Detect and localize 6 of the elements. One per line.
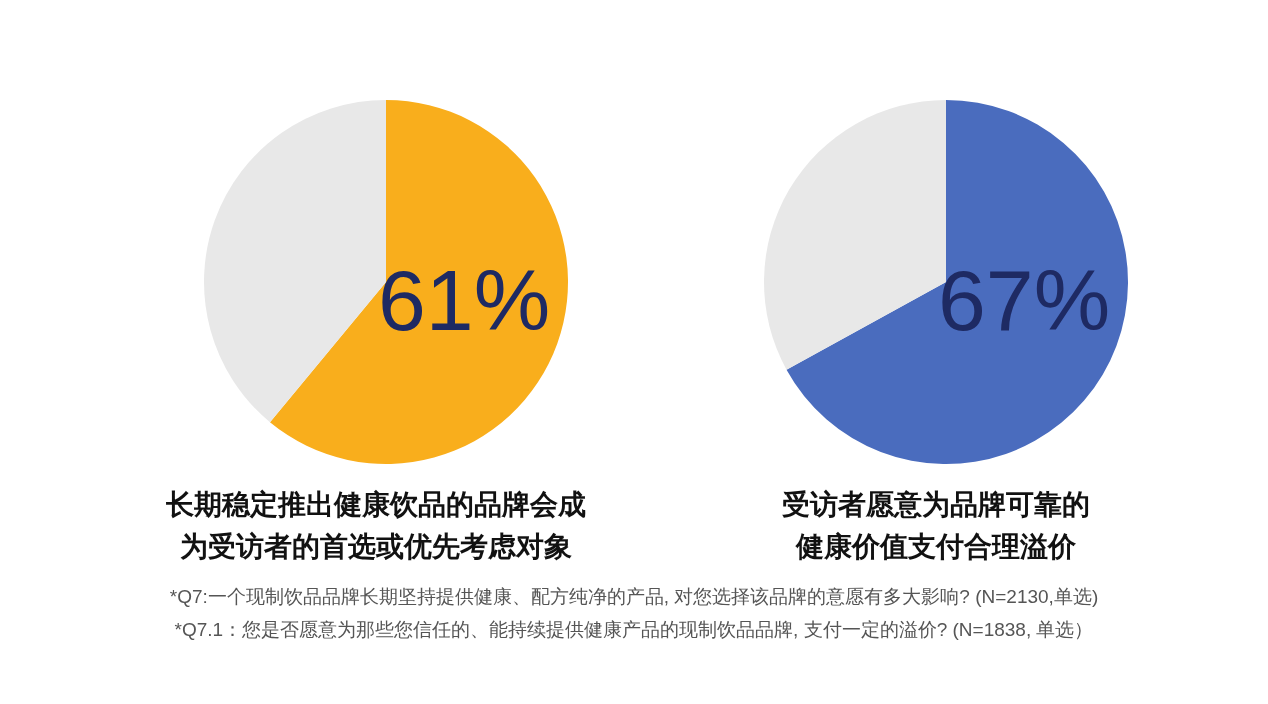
text: *Q7:一个现制饮品品牌长期坚持提供健康、配方纯净的产品, 对您选择该品牌的意愿有多大影响? (N=2130,单选)	[169, 586, 1099, 607]
data-label: 67%	[938, 252, 1111, 348]
data-label: 61%	[378, 252, 551, 348]
text: 受访者愿意为品牌可靠的健康价值支付合理溢价	[782, 489, 1090, 562]
text: 长期稳定推出健康饮品的品牌会成为受访者的首选或优先考虑对象	[165, 489, 586, 562]
text: *Q7.1：您是否愿意为那些您信任的、能持续提供健康产品的现制饮品品牌, 支付一定的溢价? (N=1838, 单选）	[174, 619, 1094, 640]
